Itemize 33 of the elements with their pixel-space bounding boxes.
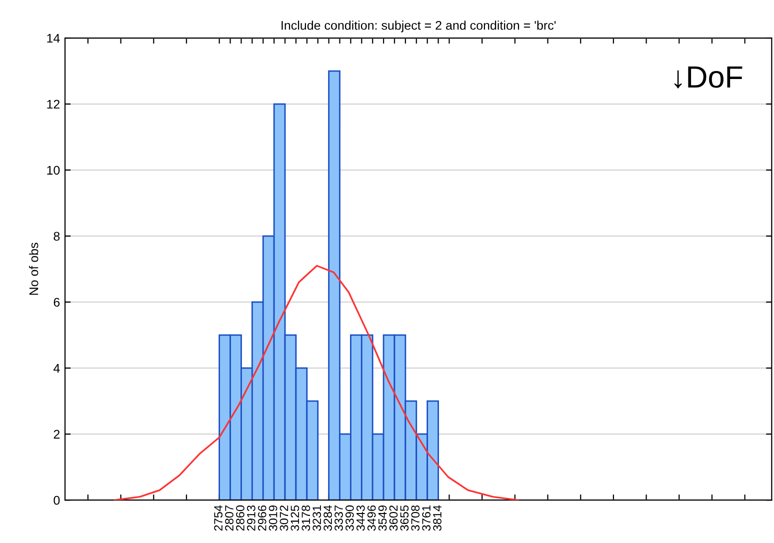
x-tick-label: 3178 (302, 505, 310, 531)
y-tick-label: 10 (47, 166, 60, 175)
y-tick-label: 14 (47, 34, 60, 43)
x-tick-label: 3390 (346, 505, 354, 531)
y-tick-label: 0 (54, 496, 60, 505)
y-tick-label: 12 (47, 100, 60, 109)
x-tick-label: 3655 (400, 505, 409, 531)
x-tick-label: 3443 (356, 505, 365, 531)
x-tick-label: 3496 (367, 505, 376, 531)
x-tick-label: 2807 (225, 506, 234, 531)
x-tick-label: 3814 (433, 505, 442, 531)
x-tick-label: 3231 (312, 506, 322, 531)
y-tick-label: 4 (53, 364, 60, 373)
y-tick-label: 2 (54, 430, 60, 439)
x-tick-label: 2913 (246, 505, 256, 531)
x-tick-label: 3072 (280, 506, 288, 531)
x-tick-label: 3337 (334, 506, 343, 531)
x-tick-label: 3125 (290, 505, 300, 531)
annotation: ↓DoF (674, 66, 742, 88)
y-tick-label: 8 (54, 232, 60, 241)
x-tick-label: 3019 (268, 506, 278, 531)
chart-title: Include condition: subject = 2 and condition = 'brc' (282, 20, 556, 32)
x-tick-label: 3284 (324, 505, 332, 531)
x-tick-label: 2754 (214, 505, 222, 531)
y-tick-label: 6 (54, 298, 60, 307)
x-tick-label: 2860 (236, 505, 244, 531)
x-tick-label: 3708 (411, 505, 420, 531)
y-axis-title: No of obs (29, 242, 38, 295)
x-tick-label: 3602 (389, 506, 398, 531)
x-tick-label: 3761 (422, 506, 430, 531)
line-series (114, 264, 519, 500)
x-tick-label: 3549 (378, 506, 387, 531)
x-tick-label: 2966 (258, 505, 266, 531)
